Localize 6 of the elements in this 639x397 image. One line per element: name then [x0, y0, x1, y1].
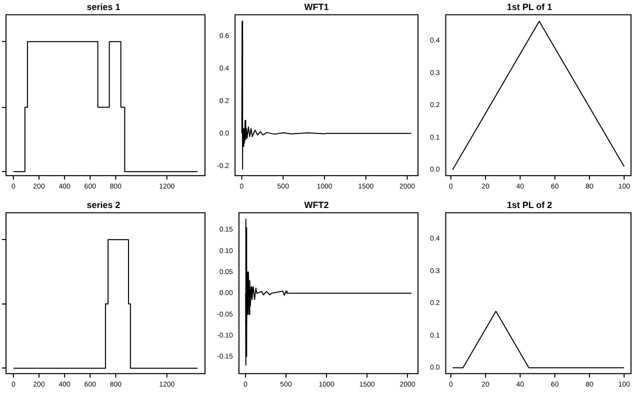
- chart-title: series 1: [86, 2, 120, 12]
- chart-title: 1st PL of 2: [506, 200, 552, 210]
- chart-title: series 2: [86, 200, 120, 210]
- chart-title: WFT1: [304, 2, 329, 12]
- chart-title: WFT2: [304, 200, 329, 210]
- chart-title: 1st PL of 1: [506, 2, 552, 12]
